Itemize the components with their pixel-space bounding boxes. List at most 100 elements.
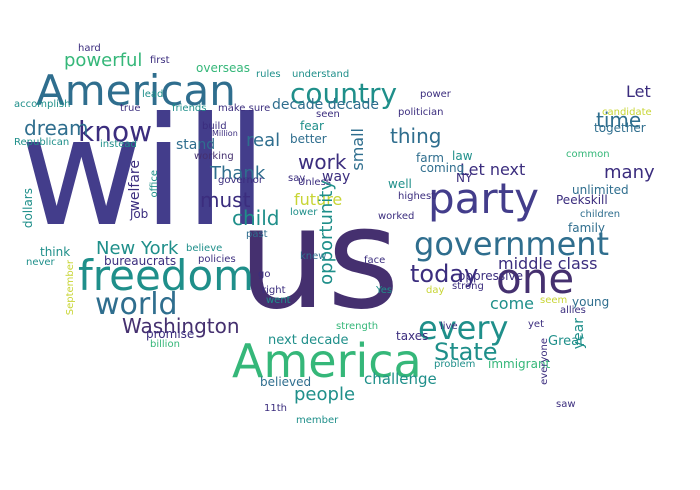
word-let-next: Let next (460, 160, 526, 179)
word-never: never (26, 257, 55, 268)
word-knew: knew (300, 251, 327, 262)
word-job: job (130, 207, 149, 221)
word-september: September (65, 260, 76, 316)
word-build: build (202, 121, 227, 132)
word-rules: rules (256, 69, 281, 80)
word-overseas: overseas (196, 61, 250, 75)
word-face: face (364, 255, 386, 266)
word-bureaucrats: bureaucrats (104, 254, 177, 268)
word-family: family (568, 221, 606, 235)
word-come: come (490, 294, 535, 313)
word-11th: 11th (264, 403, 287, 414)
word-went: went (266, 295, 291, 306)
word-everyone: everyone (539, 338, 550, 385)
word-instead: instead (100, 139, 137, 150)
word-will: will (20, 86, 268, 260)
word-children: children (580, 209, 621, 220)
word-policies: policies (198, 254, 236, 265)
word-dollars: dollars (21, 188, 35, 229)
word-ny: NY (456, 171, 473, 185)
word-world: world (95, 287, 178, 322)
word-way: way (322, 169, 351, 185)
word-real: real (246, 130, 281, 151)
word-friends: friends (172, 103, 207, 114)
word-understand: understand (292, 69, 350, 80)
word-day: day (426, 285, 445, 296)
word-law: law (452, 149, 473, 163)
word-opportunity: opportunity (316, 180, 337, 285)
word-know: know (78, 115, 152, 148)
word-believe: believe (186, 243, 223, 254)
word-young: young (572, 295, 610, 309)
word-yet: yet (528, 319, 544, 330)
word-one: one (496, 254, 575, 303)
word-unless: Unless (298, 177, 332, 188)
word-well: well (388, 177, 412, 191)
word-farm: farm (416, 151, 444, 165)
word-promise: promise (146, 327, 195, 341)
word-highest: highest (398, 191, 436, 202)
word-government: government (414, 225, 610, 263)
word-let: Let (626, 82, 651, 101)
word-fear: fear (300, 119, 324, 133)
word-child: child (232, 206, 280, 230)
word-year: year (571, 318, 587, 350)
word-future: future (294, 190, 343, 209)
word-washington: Washington (122, 314, 240, 338)
word-work: work (298, 150, 347, 174)
word-dream: dream (24, 116, 89, 140)
word-seem: seem (540, 295, 568, 306)
word-candidate: candidate (602, 107, 652, 118)
word-believed: believed (260, 375, 312, 389)
word-people: people (294, 384, 356, 405)
word-go: go (258, 269, 271, 280)
word-thank: Thank (210, 163, 266, 184)
word-freedom: freedom (78, 251, 255, 300)
word-powerful: powerful (64, 50, 143, 71)
word-peekskill: Peekskill (556, 193, 608, 207)
word-hard: hard (78, 43, 101, 54)
word-member: member (296, 415, 339, 426)
word-us: us (238, 178, 400, 341)
word-allies: allies (560, 305, 586, 316)
word-say: say (288, 173, 306, 184)
word-governor: governor (218, 175, 264, 186)
word-unlimited: unlimited (572, 183, 629, 197)
word-strength: strength (336, 321, 379, 332)
word-time: time (596, 108, 642, 132)
word-must: must (200, 188, 251, 212)
word-decade-decade: decade decade (272, 97, 380, 113)
word-every: every (418, 309, 509, 347)
word-right: right (262, 285, 286, 296)
word-challenge: challenge (364, 370, 437, 388)
word-think: think (40, 245, 71, 259)
word-republican: Republican (14, 137, 70, 148)
word-america: America (232, 334, 422, 388)
word-thing: thing (390, 124, 442, 148)
word-saw: saw (556, 399, 576, 410)
word-problem: problem (434, 359, 476, 370)
word-immigrant: immigrant (488, 357, 551, 371)
word-politician: politician (398, 107, 444, 118)
word-taxes: taxes (396, 329, 429, 343)
word-small: small (348, 128, 367, 171)
word-seen: seen (316, 109, 340, 120)
word-next-decade: next decade (268, 333, 349, 348)
word-welfare: welfare (127, 160, 143, 212)
word-lower: lower (290, 207, 318, 218)
word-common: common (566, 149, 610, 160)
word-stand: stand (176, 137, 216, 153)
word-first: first (150, 55, 170, 66)
word-american: American (36, 66, 236, 115)
word-accomplish: accomplish (14, 99, 71, 110)
word-live: live (440, 321, 458, 332)
word-country: country (290, 77, 398, 110)
word-true: true (120, 103, 141, 114)
word-coming: coming (420, 161, 465, 175)
word-make-sure: make sure (218, 103, 271, 114)
word-together: together (594, 121, 646, 135)
word-strong: strong (452, 281, 484, 292)
word-today: today (410, 260, 479, 288)
word-yes: Yes (376, 285, 393, 296)
